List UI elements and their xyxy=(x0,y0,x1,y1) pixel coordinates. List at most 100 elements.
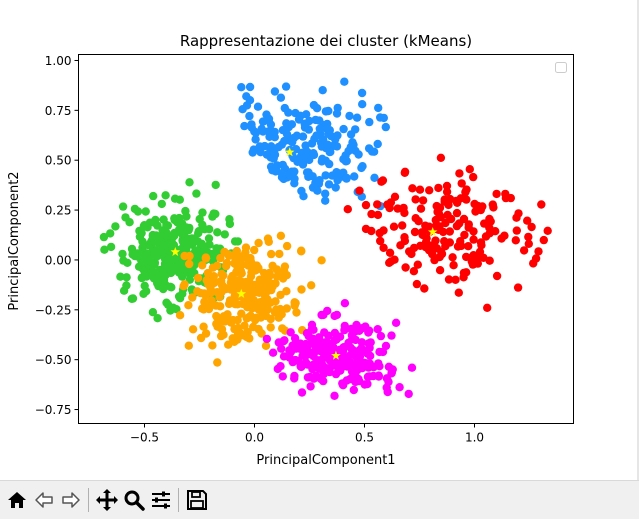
cluster-3-point xyxy=(220,230,229,239)
cluster-5-point xyxy=(276,362,285,371)
cluster-4-point xyxy=(233,335,242,344)
cluster-4-point xyxy=(219,271,228,280)
cluster-1-point xyxy=(238,105,247,114)
forward-button[interactable] xyxy=(57,485,84,515)
cluster-2-point xyxy=(411,195,420,204)
cluster-1-point xyxy=(315,124,324,133)
cluster-4-point xyxy=(203,277,212,286)
cluster-2-point xyxy=(464,242,473,251)
cluster-2-point xyxy=(459,214,469,224)
cluster-1-point xyxy=(332,109,342,118)
cluster-3-point xyxy=(170,194,180,203)
cluster-5-point xyxy=(358,364,367,373)
cluster-2-point xyxy=(459,273,468,282)
cluster-2-point xyxy=(425,186,434,195)
zoom-button[interactable] xyxy=(120,485,147,515)
cluster-5-point xyxy=(301,339,310,349)
cluster-1-point xyxy=(311,115,320,125)
configure-subplots-button[interactable] xyxy=(147,485,174,515)
cluster-2-point xyxy=(469,235,478,244)
cluster-1-point xyxy=(342,173,351,183)
home-button[interactable] xyxy=(3,485,30,515)
cluster-2-point xyxy=(460,230,469,240)
cluster-5-point xyxy=(337,355,346,364)
cluster-1-point xyxy=(318,86,327,95)
cluster-5-point xyxy=(338,379,347,388)
cluster-1-point xyxy=(341,151,350,160)
cluster-2-point xyxy=(452,221,462,231)
cluster-5-point xyxy=(374,372,383,381)
cluster-5-point xyxy=(322,364,332,373)
sliders-icon xyxy=(151,491,170,509)
cluster-3-point xyxy=(134,262,144,271)
cluster-5-point xyxy=(314,356,323,365)
cluster-1-point xyxy=(315,130,325,140)
cluster-5-point xyxy=(369,362,378,372)
cluster-4-point xyxy=(307,281,316,290)
cluster-3-point xyxy=(148,308,158,317)
cluster-1-point xyxy=(242,92,251,101)
cluster-3-point xyxy=(159,215,168,224)
cluster-1-point xyxy=(288,137,297,147)
save-button[interactable] xyxy=(183,485,210,515)
cluster-1-point xyxy=(331,183,340,192)
cluster-3-point xyxy=(118,249,127,259)
cluster-5-point xyxy=(268,348,278,357)
cluster-3-point xyxy=(106,229,115,238)
cluster-4-point xyxy=(210,278,219,288)
cluster-4-point xyxy=(254,305,264,315)
cluster-2-point xyxy=(485,214,494,224)
y-tick-label: 1.00 xyxy=(45,54,72,68)
cluster-4-point xyxy=(270,308,280,317)
cluster-5-point xyxy=(395,383,404,392)
cluster-2-point xyxy=(440,237,449,246)
cluster-3-point xyxy=(151,232,160,241)
cluster-2-point xyxy=(492,271,502,281)
cluster-5-point xyxy=(340,321,349,331)
magnifier-icon xyxy=(124,490,145,511)
cluster-1-point xyxy=(281,82,291,91)
cluster-5-point xyxy=(355,349,364,359)
cluster-3-point xyxy=(178,231,188,240)
cluster-2-point xyxy=(519,246,529,255)
cluster-1-point xyxy=(264,116,273,126)
cluster-5-point xyxy=(297,362,306,372)
cluster-4-point xyxy=(237,309,246,318)
cluster-2-point xyxy=(491,227,500,236)
cluster-4-point xyxy=(216,253,225,263)
cluster-2-point xyxy=(373,210,383,220)
cluster-2-point xyxy=(445,194,455,204)
cluster-4-point xyxy=(276,231,286,240)
cluster-3-point xyxy=(211,180,220,190)
cluster-3-point xyxy=(159,241,169,250)
cluster-1-point xyxy=(318,154,327,163)
cluster-2-point xyxy=(377,177,386,186)
cluster-4-point xyxy=(224,340,233,349)
y-tick-label: 0.00 xyxy=(45,253,72,267)
cluster-2-point xyxy=(385,248,395,257)
cluster-1-point xyxy=(270,87,280,96)
cluster-4-point xyxy=(228,315,238,325)
cluster-5-point xyxy=(373,325,382,334)
centroid-4-star xyxy=(236,288,247,298)
cluster-4-point xyxy=(175,311,185,320)
cluster-4-point xyxy=(254,238,263,248)
pan-button[interactable] xyxy=(93,485,120,515)
cluster-1-point xyxy=(309,100,319,110)
cluster-4-point xyxy=(242,298,252,307)
cluster-2-point xyxy=(485,256,494,265)
back-button[interactable] xyxy=(30,485,57,515)
cluster-2-point xyxy=(539,235,548,245)
cluster-2-point xyxy=(442,181,452,191)
cluster-3-point xyxy=(163,221,173,230)
cluster-1-point xyxy=(266,126,275,135)
x-tick-label: 0.0 xyxy=(245,431,264,445)
cluster-2-point xyxy=(476,238,486,247)
cluster-3-point xyxy=(128,250,137,259)
cluster-3-point xyxy=(122,273,131,282)
cluster-2-point xyxy=(343,205,352,214)
cluster-2-point xyxy=(412,279,422,289)
cluster-1-point xyxy=(367,147,377,156)
cluster-2-point xyxy=(462,195,471,204)
cluster-2-point xyxy=(478,202,487,211)
